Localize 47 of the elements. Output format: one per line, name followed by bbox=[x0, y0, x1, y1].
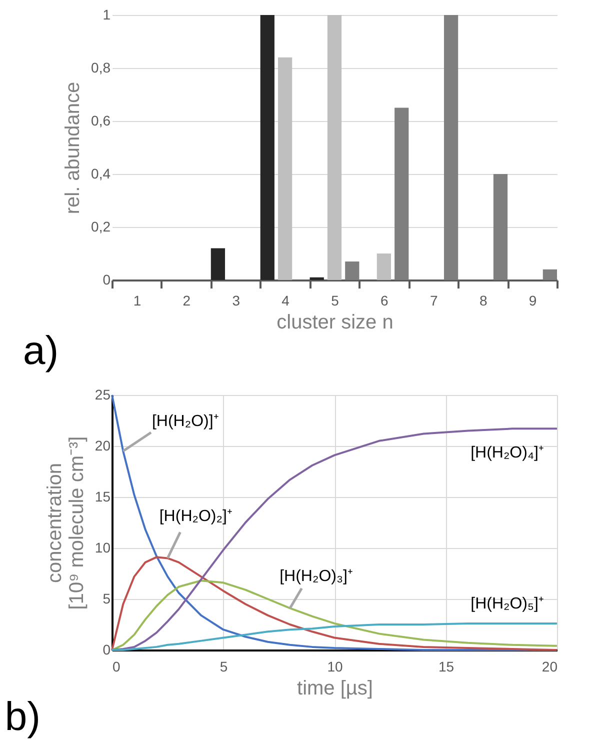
bar bbox=[345, 261, 360, 280]
x-tick-label: 4 bbox=[282, 292, 290, 308]
y-tick-label: 5 bbox=[102, 590, 111, 606]
annotation: [H(H₂O)]⁺ bbox=[152, 413, 218, 430]
x-tick-label: 10 bbox=[327, 658, 343, 674]
annotation: [H(H₂O)₅]⁺ bbox=[470, 595, 544, 612]
x-tick-label: 2 bbox=[182, 292, 191, 308]
x-tick-label: 5 bbox=[220, 658, 228, 674]
bar bbox=[310, 277, 324, 280]
x-tick-label: 15 bbox=[438, 658, 454, 674]
bar bbox=[542, 269, 557, 280]
bar bbox=[444, 15, 458, 280]
y-tick-label: 0,4 bbox=[91, 166, 111, 182]
y-tick-label: 0 bbox=[102, 272, 111, 288]
bar bbox=[278, 57, 292, 280]
annotation: [H(H₂O)₂]⁺ bbox=[159, 508, 232, 526]
y-tick-label: 1 bbox=[102, 6, 111, 22]
bar bbox=[210, 248, 226, 280]
x-tick-label: 1 bbox=[133, 292, 142, 308]
y-tick-label: 10 bbox=[94, 540, 111, 556]
text: b) bbox=[4, 695, 40, 739]
annotation: [H(H₂O)₃]⁺ bbox=[280, 568, 352, 586]
x-tick-label: 8 bbox=[479, 292, 488, 308]
y-tick-label: 20 bbox=[94, 438, 111, 454]
y-tick-label: 0,8 bbox=[91, 60, 111, 76]
y-tick-label: 0,6 bbox=[91, 112, 111, 128]
bar bbox=[376, 254, 392, 280]
y-tick-label: 0 bbox=[102, 642, 111, 658]
bar bbox=[394, 108, 409, 280]
x-tick-label: 5 bbox=[331, 292, 340, 308]
y-axis-title: rel. abundance bbox=[62, 82, 84, 214]
x-tick-label: 9 bbox=[528, 292, 537, 308]
text: a) bbox=[22, 329, 59, 373]
x-axis-title: cluster size n bbox=[276, 312, 394, 334]
y-tick-label: 0,2 bbox=[91, 218, 111, 234]
bar bbox=[260, 15, 274, 280]
annotation: [H(H₂O)₄]⁺ bbox=[470, 444, 544, 462]
y-tick-label: 25 bbox=[94, 386, 111, 402]
bar bbox=[327, 15, 342, 280]
bar bbox=[493, 174, 508, 280]
y-axis-title: concentration [10⁹ molecule cm⁻³] bbox=[44, 436, 88, 610]
x-tick-label: 6 bbox=[380, 292, 389, 308]
x-tick-label: 20 bbox=[542, 658, 558, 674]
x-tick-label: 3 bbox=[232, 292, 240, 308]
y-tick-label: 15 bbox=[94, 488, 111, 504]
x-tick-label: 7 bbox=[430, 292, 438, 308]
x-axis-title: time [µs] bbox=[297, 678, 373, 700]
